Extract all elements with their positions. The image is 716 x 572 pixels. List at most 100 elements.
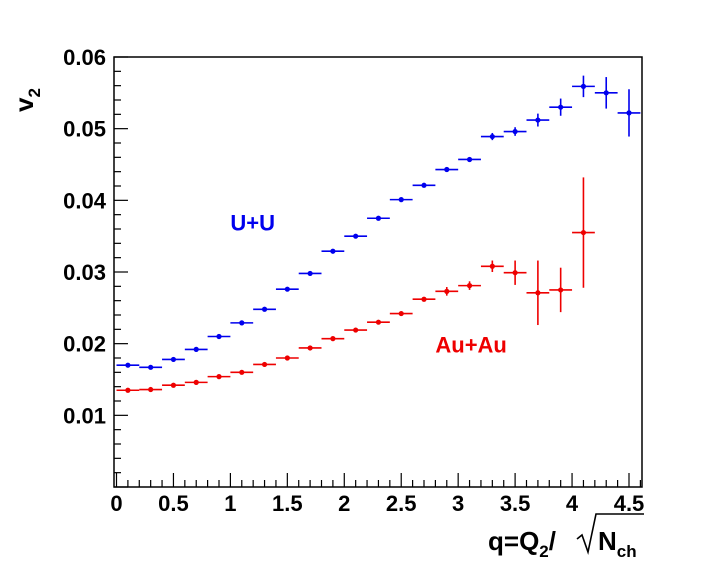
tick-labels: 0 0.5 1 1.5 2 2.5 3 3.5 4 4.5 0.01 0.02 0.03 0.04 0.05… — [63, 45, 644, 516]
y-tick-label: 0.06 — [63, 45, 106, 70]
data-point — [139, 364, 163, 370]
marker — [398, 310, 404, 317]
y-tick-label: 0.04 — [63, 188, 107, 213]
data-point — [207, 333, 231, 340]
data-point — [344, 233, 368, 239]
data-point — [162, 382, 185, 388]
series-labels: U+U Au+Au — [230, 210, 507, 357]
marker — [216, 374, 222, 380]
marker — [375, 319, 382, 325]
marker — [353, 327, 359, 333]
marker — [125, 362, 131, 368]
marker — [125, 387, 131, 393]
series-label-1: Au+Au — [435, 332, 507, 357]
marker — [330, 336, 336, 342]
series-label-0: U+U — [230, 210, 275, 235]
data-point — [253, 361, 276, 368]
marker — [535, 117, 541, 123]
data-point — [253, 306, 276, 312]
x-tick-label: 0.5 — [158, 491, 189, 516]
data-point — [230, 320, 254, 326]
marker — [512, 128, 518, 135]
marker — [421, 296, 427, 302]
data-point — [412, 296, 436, 302]
x-tick-label: 3 — [452, 491, 464, 516]
marker — [398, 197, 404, 203]
marker — [558, 287, 564, 293]
marker — [535, 290, 541, 296]
marker — [261, 306, 268, 312]
data-point — [617, 89, 641, 137]
series-0 — [116, 75, 641, 370]
x-tick-label: 2 — [338, 491, 350, 516]
data-point — [480, 132, 504, 141]
data-point — [298, 270, 322, 277]
data-point — [184, 379, 208, 385]
x-tick-label: 1.5 — [272, 491, 303, 516]
x-tick-label: 2.5 — [386, 491, 417, 516]
data-point — [367, 319, 390, 325]
data-point — [389, 197, 413, 203]
data-point — [275, 355, 299, 361]
x-tick-label: 4.5 — [614, 491, 645, 516]
marker — [375, 215, 382, 221]
data-point — [526, 113, 550, 127]
series-1 — [116, 177, 595, 393]
data-point — [207, 374, 231, 380]
data-point — [480, 260, 504, 272]
data-point — [458, 156, 481, 163]
marker — [284, 355, 290, 361]
data-point — [458, 281, 481, 290]
data-point — [435, 166, 459, 173]
data-point — [572, 177, 595, 288]
marker — [307, 270, 313, 277]
marker — [148, 386, 154, 393]
marker — [580, 83, 587, 89]
marker — [307, 345, 313, 351]
data-point — [298, 345, 322, 351]
x-tick-label: 1 — [224, 491, 236, 516]
marker — [603, 90, 609, 96]
data-point — [116, 362, 140, 368]
plot-frame — [113, 56, 643, 488]
marker — [261, 361, 268, 368]
data-point — [549, 267, 573, 313]
data-point — [230, 369, 254, 375]
data-point — [367, 215, 390, 221]
marker — [580, 229, 587, 236]
data-point — [116, 387, 140, 393]
data-point — [321, 336, 345, 342]
marker — [239, 320, 245, 326]
y-tick-label: 0.01 — [63, 403, 106, 428]
marker — [558, 104, 564, 110]
x-tick-label: 3.5 — [500, 491, 531, 516]
marker — [489, 263, 495, 269]
data-point — [526, 260, 550, 326]
marker — [626, 110, 632, 116]
data-point — [549, 98, 573, 116]
marker — [421, 182, 427, 188]
marker — [444, 166, 450, 173]
marker — [148, 364, 154, 370]
marker — [193, 379, 199, 385]
data-point — [503, 127, 527, 136]
marker — [170, 382, 177, 388]
marker — [466, 156, 473, 163]
axis-ticks — [114, 56, 641, 488]
marker — [353, 233, 359, 239]
x-tick-label: 4 — [566, 491, 579, 516]
data-marks — [116, 75, 641, 393]
marker — [512, 270, 518, 276]
x-tick-label: 0 — [110, 491, 122, 516]
y-tick-label: 0.02 — [63, 332, 106, 357]
marker — [444, 288, 450, 294]
data-point — [594, 77, 618, 109]
marker — [170, 356, 177, 363]
marker — [284, 286, 290, 292]
data-point — [139, 386, 163, 393]
marker — [239, 369, 245, 375]
data-point — [184, 346, 208, 352]
data-point — [162, 356, 185, 363]
